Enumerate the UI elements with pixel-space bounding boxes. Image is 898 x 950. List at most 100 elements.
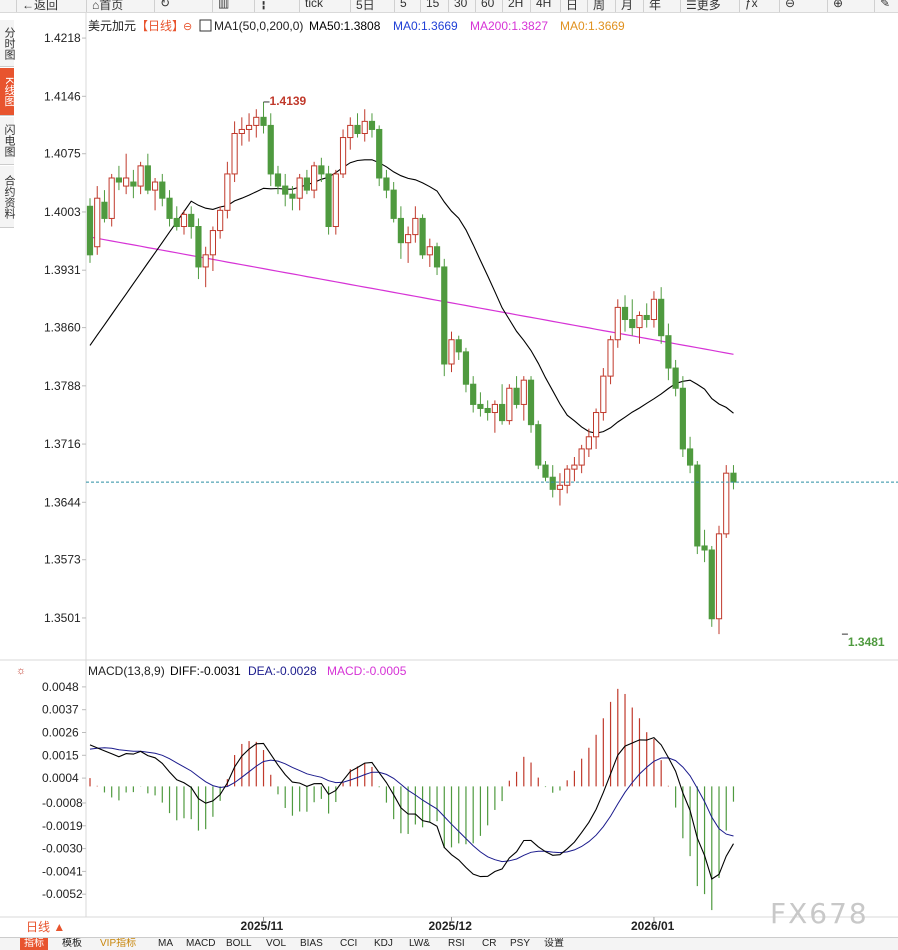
candle-body <box>484 407 491 414</box>
side-tab-0[interactable]: 分时图 <box>0 20 15 67</box>
period-selector-button[interactable]: 日线 ▲ <box>26 920 66 934</box>
toolbar-item-1[interactable]: ⌂首页 <box>92 0 123 12</box>
macd-diff: DIFF:-0.0031 <box>170 664 241 678</box>
toolbar-label: 年 <box>649 0 662 12</box>
toolbar-separator <box>420 0 421 12</box>
toolbar-separator <box>448 0 449 12</box>
candle-body <box>86 205 94 256</box>
toolbar-label: 15 <box>426 0 440 10</box>
candle-body <box>477 403 484 409</box>
candle-body <box>397 217 404 244</box>
toolbar-item-19[interactable]: ⊖ <box>785 0 795 12</box>
candle-body <box>499 403 506 422</box>
side-tab-3[interactable]: 合约资料 <box>0 166 15 228</box>
indicator-icon[interactable] <box>199 19 212 32</box>
toolbar-item-3[interactable]: ▥ <box>218 0 229 12</box>
price-axis: 1.4218 1.4146 1.4075 1.4003 1.3931 1.3860 1.37… <box>44 31 86 625</box>
indicator-tab-9[interactable]: KDJ <box>374 938 393 949</box>
candle-body <box>260 116 267 126</box>
toolbar-separator <box>680 0 681 12</box>
toolbar-item-6[interactable]: 5日 <box>356 0 375 12</box>
toolbar-separator <box>643 0 644 12</box>
candle-body <box>325 173 332 228</box>
candle-body <box>433 246 441 268</box>
toolbar-item-20[interactable]: ⊕ <box>833 0 843 12</box>
side-tab-1[interactable]: K线图 <box>0 68 15 116</box>
macd-legend: ☼ MACD(13,8,9) DIFF:-0.0031 DEA:-0.0028 … <box>16 664 407 678</box>
indicator-tab-6[interactable]: VOL <box>266 938 287 949</box>
indicator-tab-12[interactable]: CR <box>482 938 497 949</box>
toolbar-item-18[interactable]: ƒx <box>745 0 758 12</box>
macd-lines <box>89 736 734 880</box>
toolbar-item-11[interactable]: 2H <box>508 0 523 12</box>
candlesticks <box>86 101 737 635</box>
side-tab-2[interactable]: 闪电图 <box>0 117 15 165</box>
candle-body <box>600 375 607 414</box>
candle-body <box>686 448 694 466</box>
candle-body <box>412 217 419 236</box>
candle-body <box>195 226 202 268</box>
toolbar-item-10[interactable]: 60 <box>481 0 494 12</box>
macd-tick-label: 0.0004 <box>42 771 79 785</box>
toolbar-item-2[interactable]: ↻ <box>160 0 170 12</box>
candle-body <box>621 306 629 321</box>
toolbar-separator <box>16 0 17 12</box>
ma200-path <box>89 236 734 355</box>
toolbar-separator <box>254 0 255 12</box>
legend-symbol: 美元加元 <box>88 19 136 33</box>
indicator-tab-0[interactable]: 指标 <box>20 938 48 950</box>
price-tick-label: 1.4075 <box>44 147 81 161</box>
ma200-line <box>89 236 734 355</box>
candle-body <box>426 246 433 256</box>
toolbar-item-5[interactable]: tick <box>305 0 323 12</box>
candle-body <box>455 339 462 353</box>
toolbar-item-7[interactable]: 5 <box>400 0 407 12</box>
macd-settings-icon[interactable]: ☼ <box>16 665 26 677</box>
indicator-tab-13[interactable]: PSY <box>510 938 531 949</box>
toolbar-item-12[interactable]: 4H <box>536 0 551 12</box>
toolbar-label: 5 <box>400 0 407 10</box>
indicator-tab-4[interactable]: MACD <box>186 938 216 949</box>
candle-body <box>448 339 455 365</box>
toolbar-item-21[interactable]: ✎ <box>880 0 890 12</box>
toolbar-label: 60 <box>481 0 495 10</box>
candle-body <box>730 472 737 483</box>
toolbar-item-4[interactable]: ┇ <box>260 0 267 12</box>
settings-icon[interactable]: ⊖ <box>183 21 192 33</box>
toolbar-separator <box>394 0 395 12</box>
candle-body <box>658 298 665 337</box>
toolbar-separator <box>779 0 780 12</box>
toolbar-separator <box>154 0 155 12</box>
indicator-tab-8[interactable]: CCI <box>340 938 358 949</box>
zoom-out-icon: ⊖ <box>785 0 796 10</box>
toolbar-item-9[interactable]: 30 <box>454 0 467 12</box>
legend-ma0b: MA0:1.3669 <box>560 19 625 33</box>
toolbar-label: 周 <box>593 0 606 12</box>
macd-tick-label: -0.0008 <box>42 796 83 810</box>
back-icon: ← <box>22 0 34 12</box>
indicator-tab-10[interactable]: LW& <box>409 938 430 949</box>
toolbar-item-8[interactable]: 15 <box>426 0 439 12</box>
toolbar-item-17[interactable]: ☰更多 <box>686 0 721 12</box>
indicator-tab-7[interactable]: BIAS <box>300 938 323 949</box>
toolbar-item-0[interactable]: ←返回 <box>22 0 58 12</box>
candle-body <box>701 545 708 551</box>
toolbar-item-14[interactable]: 周 <box>593 0 605 12</box>
toolbar-item-15[interactable]: 月 <box>621 0 633 12</box>
indicator-tab-5[interactable]: BOLL <box>226 938 252 949</box>
candle-body <box>332 173 339 228</box>
indicator-tab-1[interactable]: 模板 <box>62 938 82 949</box>
candle-body <box>513 387 520 405</box>
candle-body <box>470 383 477 405</box>
indicator-tab-3[interactable]: MA <box>158 938 173 949</box>
indicator-tab-2[interactable]: VIP指标 <box>100 938 137 949</box>
candle-body <box>564 468 571 486</box>
toolbar-label: 首页 <box>99 0 124 12</box>
indicator-tab-11[interactable]: RSI <box>448 938 465 949</box>
toolbar-item-13[interactable]: 日 <box>566 0 578 12</box>
indicator-tab-14[interactable]: 设置 <box>544 938 564 949</box>
toolbar-label: 返回 <box>34 0 59 12</box>
price-tick-label: 1.3860 <box>44 321 81 335</box>
toolbar-item-16[interactable]: 年 <box>649 0 661 12</box>
